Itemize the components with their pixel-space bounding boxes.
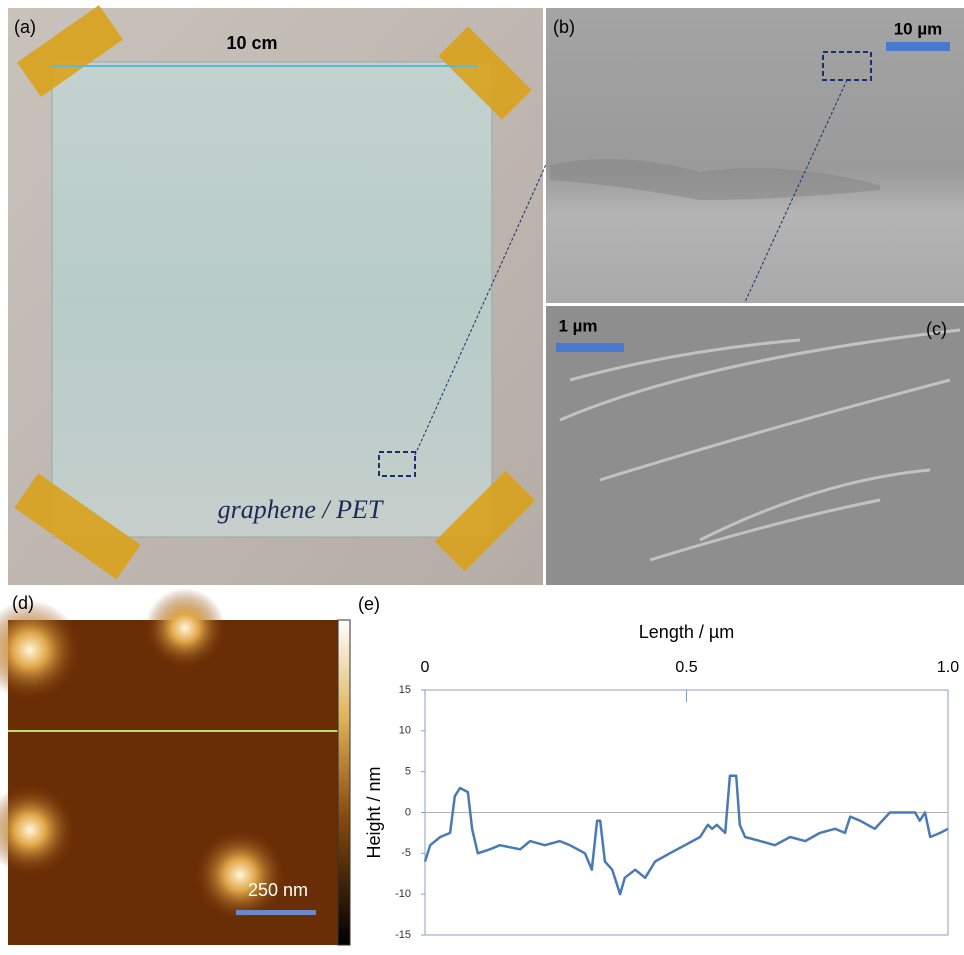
y-tick-label: 15 [399, 684, 411, 696]
panel-b: (b) 10 µm [546, 8, 964, 303]
y-axis-label: Height / nm [364, 766, 384, 858]
graphene-wrinkles [559, 328, 961, 562]
panel-a: (a) 10 cm graphene / PET [8, 5, 549, 585]
scale-text: 250 nm [248, 880, 308, 900]
y-tick-label: -15 [395, 929, 411, 941]
panel-label: (b) [553, 17, 575, 37]
x-tick-label: 0.5 [675, 659, 697, 676]
scale-text: 10 µm [894, 19, 943, 38]
panel-label: (a) [14, 17, 36, 37]
tape [14, 473, 141, 580]
sem-image [546, 8, 964, 303]
y-tick-label: 10 [399, 725, 411, 737]
sem-image [546, 306, 964, 585]
x-axis-label: Length / µm [639, 622, 734, 642]
scale-bar [556, 343, 624, 352]
colorbar [337, 619, 351, 946]
panel-d: (d) 250 nm [0, 588, 351, 946]
y-tick-label: -10 [395, 888, 411, 900]
afm-feature [195, 830, 285, 920]
y-tick-label: 0 [405, 806, 411, 818]
y-tick-label: 5 [405, 766, 411, 778]
zoom-arrow [414, 159, 549, 456]
afm-feature [145, 588, 225, 668]
zoom-box [378, 451, 416, 477]
scale-bar [236, 910, 316, 915]
handwriting: graphene / PET [218, 495, 384, 524]
pet-sheet [51, 61, 493, 538]
scale-bar [886, 42, 950, 51]
profile-line [423, 774, 949, 896]
panel-label: (e) [358, 594, 380, 614]
x-tick-label: 0 [421, 659, 430, 676]
scale-text: 10 cm [226, 33, 277, 53]
y-tick-label: -5 [401, 847, 411, 859]
sem-feature [550, 158, 880, 200]
scale-text: 1 µm [558, 316, 597, 335]
x-tick-label: 1.0 [937, 659, 959, 676]
zoom-arrow [744, 79, 848, 303]
panel-label: (c) [926, 319, 947, 339]
panel-e: (e) Length / µm Height / nm -15 -10 -5 0 5 10 15… [358, 594, 959, 941]
tape [434, 470, 536, 572]
afm-feature [0, 600, 80, 700]
panel-label: (d) [12, 593, 34, 613]
afm-feature [0, 785, 75, 875]
tape [438, 26, 532, 120]
panel-c: (c) 1 µm [546, 306, 964, 585]
tape [16, 5, 124, 97]
